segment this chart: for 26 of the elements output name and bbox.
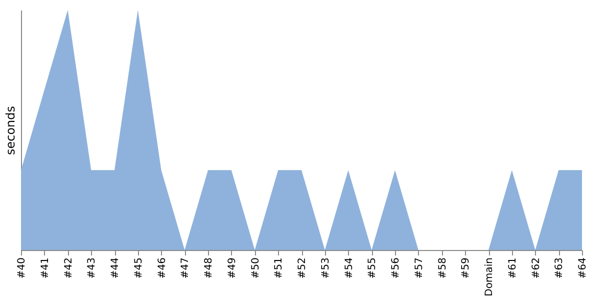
x-tick-label: Domain	[484, 258, 495, 296]
x-tick-label: #58	[437, 258, 448, 279]
x-tick-label: #62	[530, 258, 542, 279]
x-tick-label: #59	[460, 258, 472, 279]
x-tick-label: #53	[320, 258, 332, 279]
x-tick-label: #48	[204, 258, 214, 279]
x-tick-label: #40	[16, 258, 28, 279]
x-tick-label: #46	[156, 258, 168, 279]
x-tick-label: #45	[133, 258, 144, 279]
x-tick-label: #61	[507, 258, 518, 279]
x-tick-label: #41	[40, 258, 51, 279]
y-axis-title: seconds	[4, 106, 18, 156]
x-tick-label: #57	[414, 258, 425, 279]
x-tick-label: #54	[344, 258, 355, 279]
x-tick-label: #43	[86, 258, 98, 279]
x-tick-label: #52	[297, 258, 308, 279]
x-tick-label: #42	[63, 258, 74, 279]
x-tick-label: #50	[250, 258, 262, 279]
x-tick-label: #56	[390, 258, 402, 279]
x-tick-label: #47	[180, 258, 192, 279]
x-tick-label: #51	[274, 258, 285, 279]
x-tick-label: #44	[110, 258, 121, 279]
x-tick-label: #49	[226, 258, 238, 279]
x-tick-label: #55	[367, 258, 378, 279]
x-tick-label: #64	[578, 258, 588, 279]
x-tick-label: #63	[554, 258, 566, 279]
